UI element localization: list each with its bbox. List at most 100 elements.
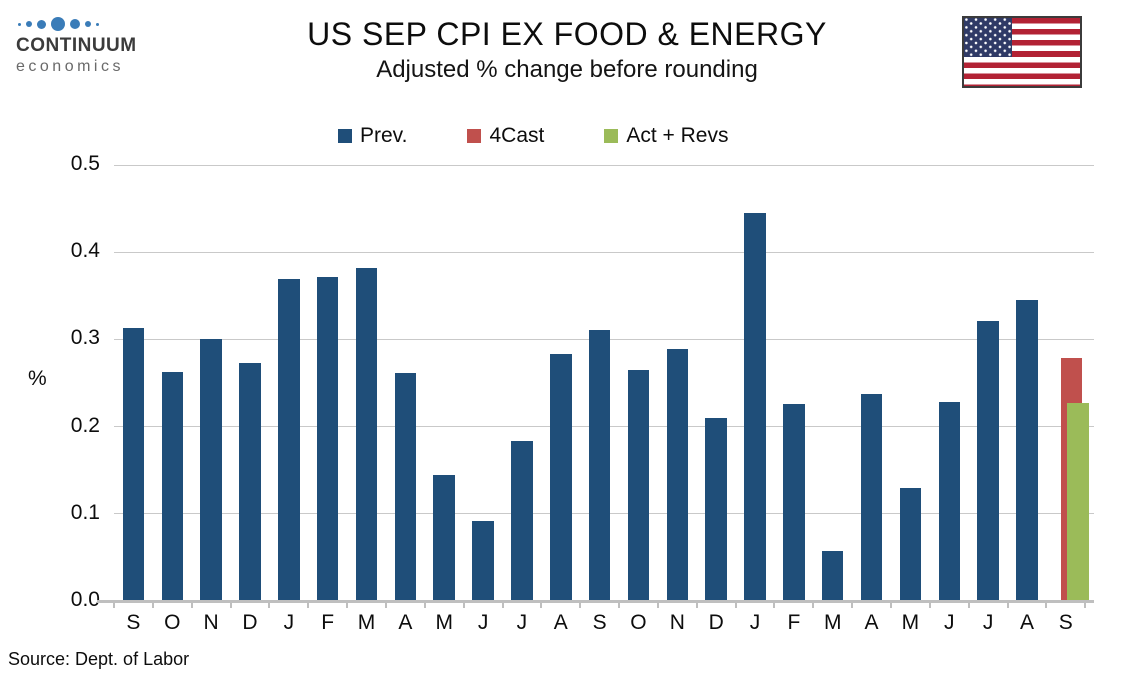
flag-canton [964, 18, 1012, 57]
bar-prev--4 [278, 279, 300, 601]
bar-prev--0 [122, 328, 145, 601]
y-tick-label: 0.4 [70, 239, 100, 263]
x-tick-label: J [477, 611, 489, 634]
chart-subtitle: Adjusted % change before rounding [376, 56, 758, 83]
logo-wordmark: CONTINUUM [16, 35, 137, 56]
x-tick-label: J [944, 611, 955, 634]
x-tick-label: M [901, 611, 920, 634]
bar-prev--6 [355, 267, 378, 601]
x-axis-tick [151, 601, 154, 608]
x-axis-tick [812, 601, 815, 608]
bar-prev--22 [977, 321, 999, 601]
x-axis-tick [890, 601, 892, 608]
x-axis-tick [1006, 601, 1009, 608]
x-tick-label: N [203, 611, 219, 634]
legend-swatch-icon [467, 129, 482, 143]
x-axis-tick [1084, 601, 1087, 608]
x-axis-tick [1045, 601, 1048, 608]
gridline [114, 251, 1094, 253]
logo-dot [26, 21, 32, 27]
us-flag-icon [962, 16, 1082, 88]
x-axis-tick [579, 601, 582, 608]
x-tick-label: N [669, 611, 685, 634]
bar-prev--18 [821, 551, 844, 601]
bar-prev--5 [316, 277, 339, 601]
x-tick-label: A [398, 611, 413, 634]
logo-dot [51, 17, 65, 31]
bar-prev--7 [394, 372, 417, 601]
x-tick-label: O [630, 611, 647, 634]
bar-prev--3 [239, 362, 261, 601]
y-tick-label: 0.2 [70, 413, 100, 437]
bar-prev--8 [433, 475, 455, 601]
x-axis-tick [307, 601, 310, 608]
x-axis-tick [190, 601, 193, 608]
x-tick-label: O [164, 611, 181, 634]
x-axis-tick [656, 601, 659, 608]
bar-prev--15 [705, 417, 727, 601]
logo-dot [85, 21, 91, 27]
x-axis-tick [618, 601, 621, 608]
bar-prev--10 [511, 440, 533, 601]
x-axis-tick [384, 601, 387, 608]
legend-item-0: Prev. [338, 124, 407, 148]
x-axis-line [97, 599, 1094, 603]
x-axis-tick [734, 601, 737, 608]
gridline [114, 164, 1094, 166]
y-tick-label: 0.1 [70, 500, 100, 524]
x-tick-label: J [516, 611, 528, 634]
legend-swatch-icon [604, 129, 619, 143]
x-axis-tick [773, 601, 776, 608]
x-tick-label: J [982, 611, 994, 634]
x-tick-label: S [592, 611, 607, 634]
x-tick-label: A [1019, 611, 1034, 634]
x-axis-tick [540, 601, 543, 608]
source-note: Source: Dept. of Labor [8, 649, 190, 669]
bar-prev--14 [666, 348, 689, 601]
bar-prev--11 [550, 354, 572, 601]
x-axis-tick [113, 601, 115, 608]
continuum-logo: CONTINUUM economics [16, 16, 146, 76]
logo-dot [37, 19, 46, 29]
legend-item-2: Act + Revs [604, 124, 728, 148]
x-axis-tick [695, 601, 698, 608]
bar-prev--23 [1016, 300, 1038, 601]
x-tick-label: D [242, 611, 258, 634]
x-axis-tick [501, 601, 504, 608]
x-tick-label: A [864, 611, 879, 634]
legend: Prev. 4Cast Act + Revs [338, 124, 728, 148]
x-tick-label: S [126, 611, 141, 634]
x-axis-tick [967, 601, 970, 608]
bar-prev--16 [744, 212, 766, 601]
x-tick-label: D [708, 611, 724, 634]
x-tick-label: J [283, 611, 295, 634]
bar-prev--13 [627, 369, 650, 601]
y-tick-label: 0.3 [70, 326, 100, 350]
bar-prev--17 [783, 403, 805, 601]
legend-swatch-icon [338, 129, 352, 143]
x-axis-tick [346, 601, 349, 608]
logo-dot [70, 19, 80, 29]
legend-label: Prev. [360, 124, 408, 147]
x-tick-label: A [553, 611, 568, 634]
x-tick-label: F [321, 611, 335, 634]
bar-prev--20 [899, 487, 922, 601]
logo-dot [96, 22, 99, 26]
legend-item-1: 4Cast [467, 124, 544, 148]
bar-prev--2 [200, 338, 222, 601]
x-axis-tick [229, 601, 232, 608]
x-axis-tick [851, 601, 854, 608]
x-axis-tick [462, 601, 465, 608]
x-axis-tick [268, 601, 271, 608]
logo-dot [18, 22, 21, 26]
bar-prev--12 [588, 329, 611, 601]
bar-prev--21 [938, 402, 961, 601]
x-tick-label: M [823, 611, 842, 634]
logo-subwordmark: economics [16, 58, 124, 75]
bar-act-revs-24 [1067, 403, 1089, 601]
legend-label: Act + Revs [626, 124, 729, 147]
x-axis-tick [423, 601, 426, 608]
legend-label: 4Cast [489, 124, 545, 147]
